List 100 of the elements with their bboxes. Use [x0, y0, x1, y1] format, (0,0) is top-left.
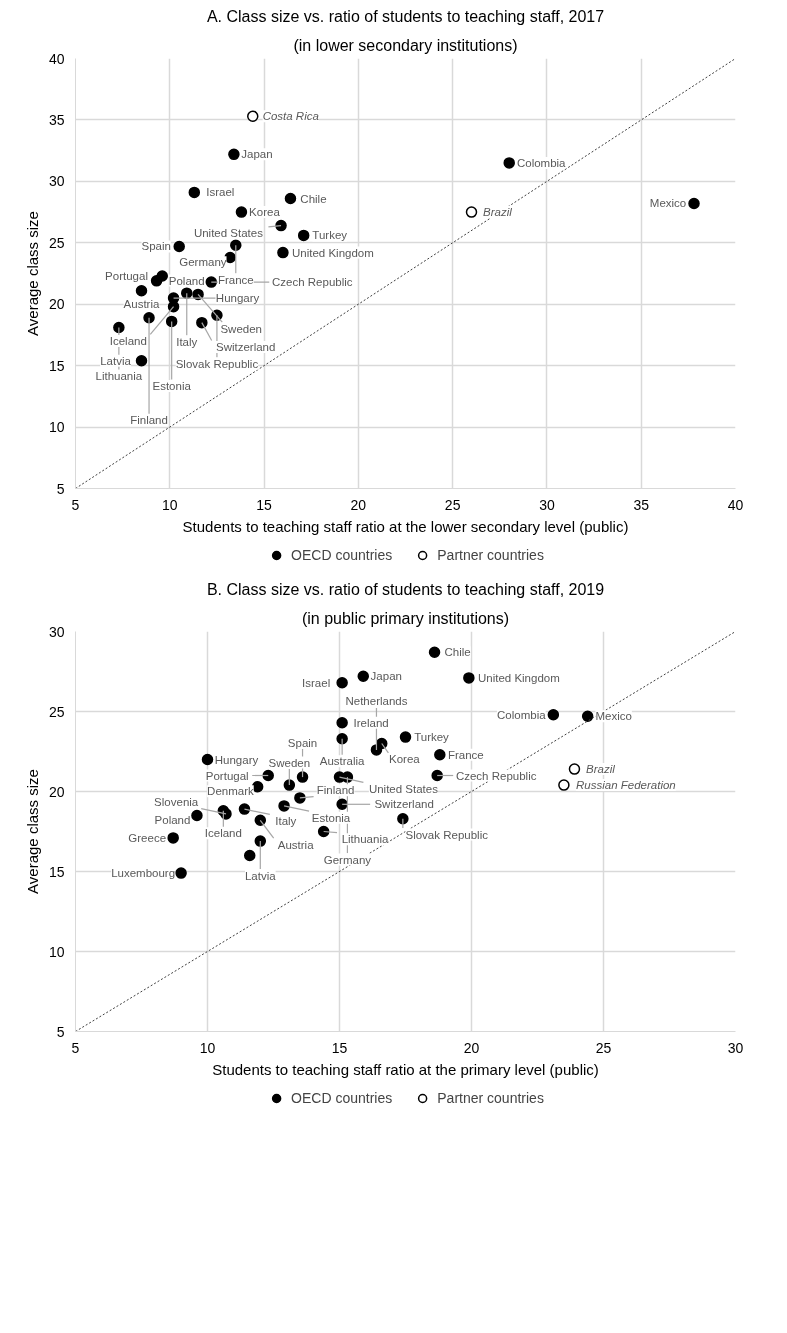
annotation: Costa Rica: [262, 110, 319, 123]
annotation: Israel: [302, 676, 331, 689]
annotation: Germany: [323, 853, 372, 866]
annotation: Switzerland: [374, 798, 434, 811]
annotation: Estonia: [311, 811, 351, 824]
legend-label: OECD countries: [291, 1090, 393, 1106]
annotation: Chile: [444, 646, 471, 659]
annotation: Switzerland: [215, 341, 276, 354]
x-tick-label: 5: [71, 1039, 80, 1056]
x-tick-label: 35: [633, 496, 650, 513]
annotation: Slovak Republic: [175, 357, 259, 370]
annotation: Spain: [141, 240, 171, 253]
annotation: Germany: [179, 256, 227, 269]
x-tick-label: 20: [350, 496, 367, 513]
y-tick-label: 10: [48, 419, 65, 436]
annotation: Latvia: [100, 354, 132, 367]
x-tick-label: 40: [727, 496, 744, 513]
annotation: Mexico: [649, 197, 687, 210]
annotation: United States: [368, 782, 439, 795]
annotation: Brazil: [483, 206, 513, 219]
x-tick-label: 15: [331, 1039, 348, 1056]
annotation: Iceland: [109, 334, 147, 347]
annotation: Italy: [275, 814, 297, 827]
annotation: Estonia: [152, 379, 192, 392]
annotation: Australia: [319, 755, 366, 768]
x-axis-title: Students to teaching staff ratio at the lower secondary level (public): [182, 517, 629, 535]
annotation: Lithuania: [341, 833, 389, 846]
annotation: Italy: [176, 335, 198, 348]
annotation: Greece: [128, 831, 167, 844]
annotation: Portugal: [105, 270, 148, 283]
annotation: Japan: [241, 148, 273, 161]
annotation: Hungary: [215, 292, 260, 305]
annotation: Korea: [389, 753, 421, 766]
annotation: Portugal: [205, 769, 249, 782]
annotation: Hungary: [214, 753, 259, 766]
y-tick-label: 5: [56, 480, 65, 497]
annotation: Lithuania: [95, 370, 143, 383]
chart-subtitle: (in public primary institutions): [301, 609, 510, 627]
y-tick-label: 30: [48, 173, 65, 190]
y-tick-label: 10: [48, 943, 65, 960]
x-tick-label: 30: [539, 496, 555, 513]
x-tick-label: 10: [199, 1039, 216, 1056]
y-tick-label: 25: [48, 234, 65, 251]
chart-title: B. Class size vs. ratio of students to teaching staff, 2019: [206, 580, 605, 598]
x-axis-title: Students to teaching staff ratio at the primary level (public): [212, 1060, 599, 1078]
annotation: Turkey: [414, 731, 450, 744]
y-axis-title: Average class size: [23, 769, 41, 894]
annotation: Colombia: [497, 708, 547, 721]
annotation: United Kingdom: [292, 246, 374, 259]
x-tick-label: 20: [463, 1039, 480, 1056]
x-tick-label: 25: [444, 496, 461, 513]
x-tick-label: 15: [256, 496, 273, 513]
y-tick-label: 20: [48, 296, 65, 313]
annotation: Brazil: [586, 763, 616, 776]
annotation: Colombia: [516, 156, 567, 169]
annotation: Netherlands: [345, 695, 408, 708]
annotation: Czech Republic: [272, 276, 353, 289]
annotation: Sweden: [220, 322, 262, 335]
annotation: United States: [193, 227, 264, 240]
annotation: Austria: [123, 298, 160, 311]
x-tick-label: 30: [727, 1039, 744, 1056]
x-tick-label: 10: [162, 496, 178, 513]
y-tick-label: 25: [48, 703, 65, 720]
annotation: Finland: [316, 784, 355, 797]
annotation: Austria: [277, 838, 315, 851]
legend-label: Partner countries: [437, 547, 544, 563]
y-tick-label: 30: [48, 623, 65, 640]
chart-title: A. Class size vs. ratio of students to teaching staff, 2017: [206, 7, 605, 25]
annotation: Poland: [154, 814, 191, 827]
y-tick-label: 40: [48, 50, 65, 67]
annotation: Slovenia: [154, 796, 199, 809]
annotation: Chile: [300, 192, 327, 205]
y-tick-label: 15: [48, 863, 65, 880]
x-tick-label: 25: [595, 1039, 612, 1056]
y-tick-label: 20: [48, 783, 65, 800]
annotation: Sweden: [268, 756, 311, 769]
y-tick-label: 35: [48, 111, 65, 128]
legend-label: OECD countries: [291, 547, 393, 563]
annotation: Korea: [249, 206, 281, 219]
annotation: Ireland: [353, 716, 389, 729]
annotation: Japan: [370, 670, 402, 683]
legend-label: Partner countries: [437, 1090, 544, 1106]
annotation: Finland: [130, 414, 168, 427]
annotation: Spain: [287, 736, 318, 749]
annotation: Denmark: [207, 785, 254, 798]
chart-subtitle: (in lower secondary institutions): [293, 36, 518, 54]
annotation: Mexico: [595, 710, 632, 723]
annotation: Luxembourg: [111, 867, 176, 880]
annotation: France: [217, 273, 254, 286]
annotation: Russian Federation: [576, 779, 676, 792]
annotation: United Kingdom: [477, 671, 560, 684]
annotation: Slovak Republic: [405, 828, 489, 841]
annotation: Turkey: [312, 229, 348, 242]
y-axis-title: Average class size: [23, 211, 41, 336]
annotation: Czech Republic: [455, 769, 537, 782]
annotation: Iceland: [204, 827, 242, 840]
annotation: France: [447, 748, 484, 761]
y-tick-label: 15: [48, 357, 65, 374]
annotation: Poland: [168, 274, 205, 287]
annotation: Latvia: [244, 869, 277, 882]
